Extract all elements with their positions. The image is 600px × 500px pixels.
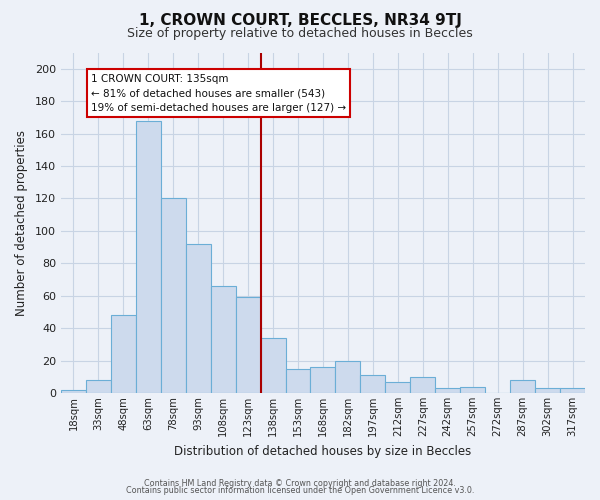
Bar: [61, 390, 86, 393]
Bar: [161, 198, 186, 393]
Bar: [560, 388, 585, 393]
Bar: [260, 338, 286, 393]
Bar: [335, 360, 361, 393]
X-axis label: Distribution of detached houses by size in Beccles: Distribution of detached houses by size …: [175, 444, 472, 458]
Bar: [211, 286, 236, 393]
Bar: [236, 298, 260, 393]
Bar: [510, 380, 535, 393]
Bar: [136, 120, 161, 393]
Text: Contains HM Land Registry data © Crown copyright and database right 2024.: Contains HM Land Registry data © Crown c…: [144, 478, 456, 488]
Text: Size of property relative to detached houses in Beccles: Size of property relative to detached ho…: [127, 28, 473, 40]
Bar: [86, 380, 111, 393]
Bar: [410, 377, 435, 393]
Bar: [460, 386, 485, 393]
Text: Contains public sector information licensed under the Open Government Licence v3: Contains public sector information licen…: [126, 486, 474, 495]
Text: 1 CROWN COURT: 135sqm
← 81% of detached houses are smaller (543)
19% of semi-det: 1 CROWN COURT: 135sqm ← 81% of detached …: [91, 74, 346, 113]
Bar: [111, 315, 136, 393]
Bar: [286, 368, 310, 393]
Bar: [186, 244, 211, 393]
Bar: [385, 382, 410, 393]
Bar: [361, 375, 385, 393]
Bar: [535, 388, 560, 393]
Bar: [435, 388, 460, 393]
Bar: [310, 367, 335, 393]
Y-axis label: Number of detached properties: Number of detached properties: [15, 130, 28, 316]
Text: 1, CROWN COURT, BECCLES, NR34 9TJ: 1, CROWN COURT, BECCLES, NR34 9TJ: [139, 12, 461, 28]
